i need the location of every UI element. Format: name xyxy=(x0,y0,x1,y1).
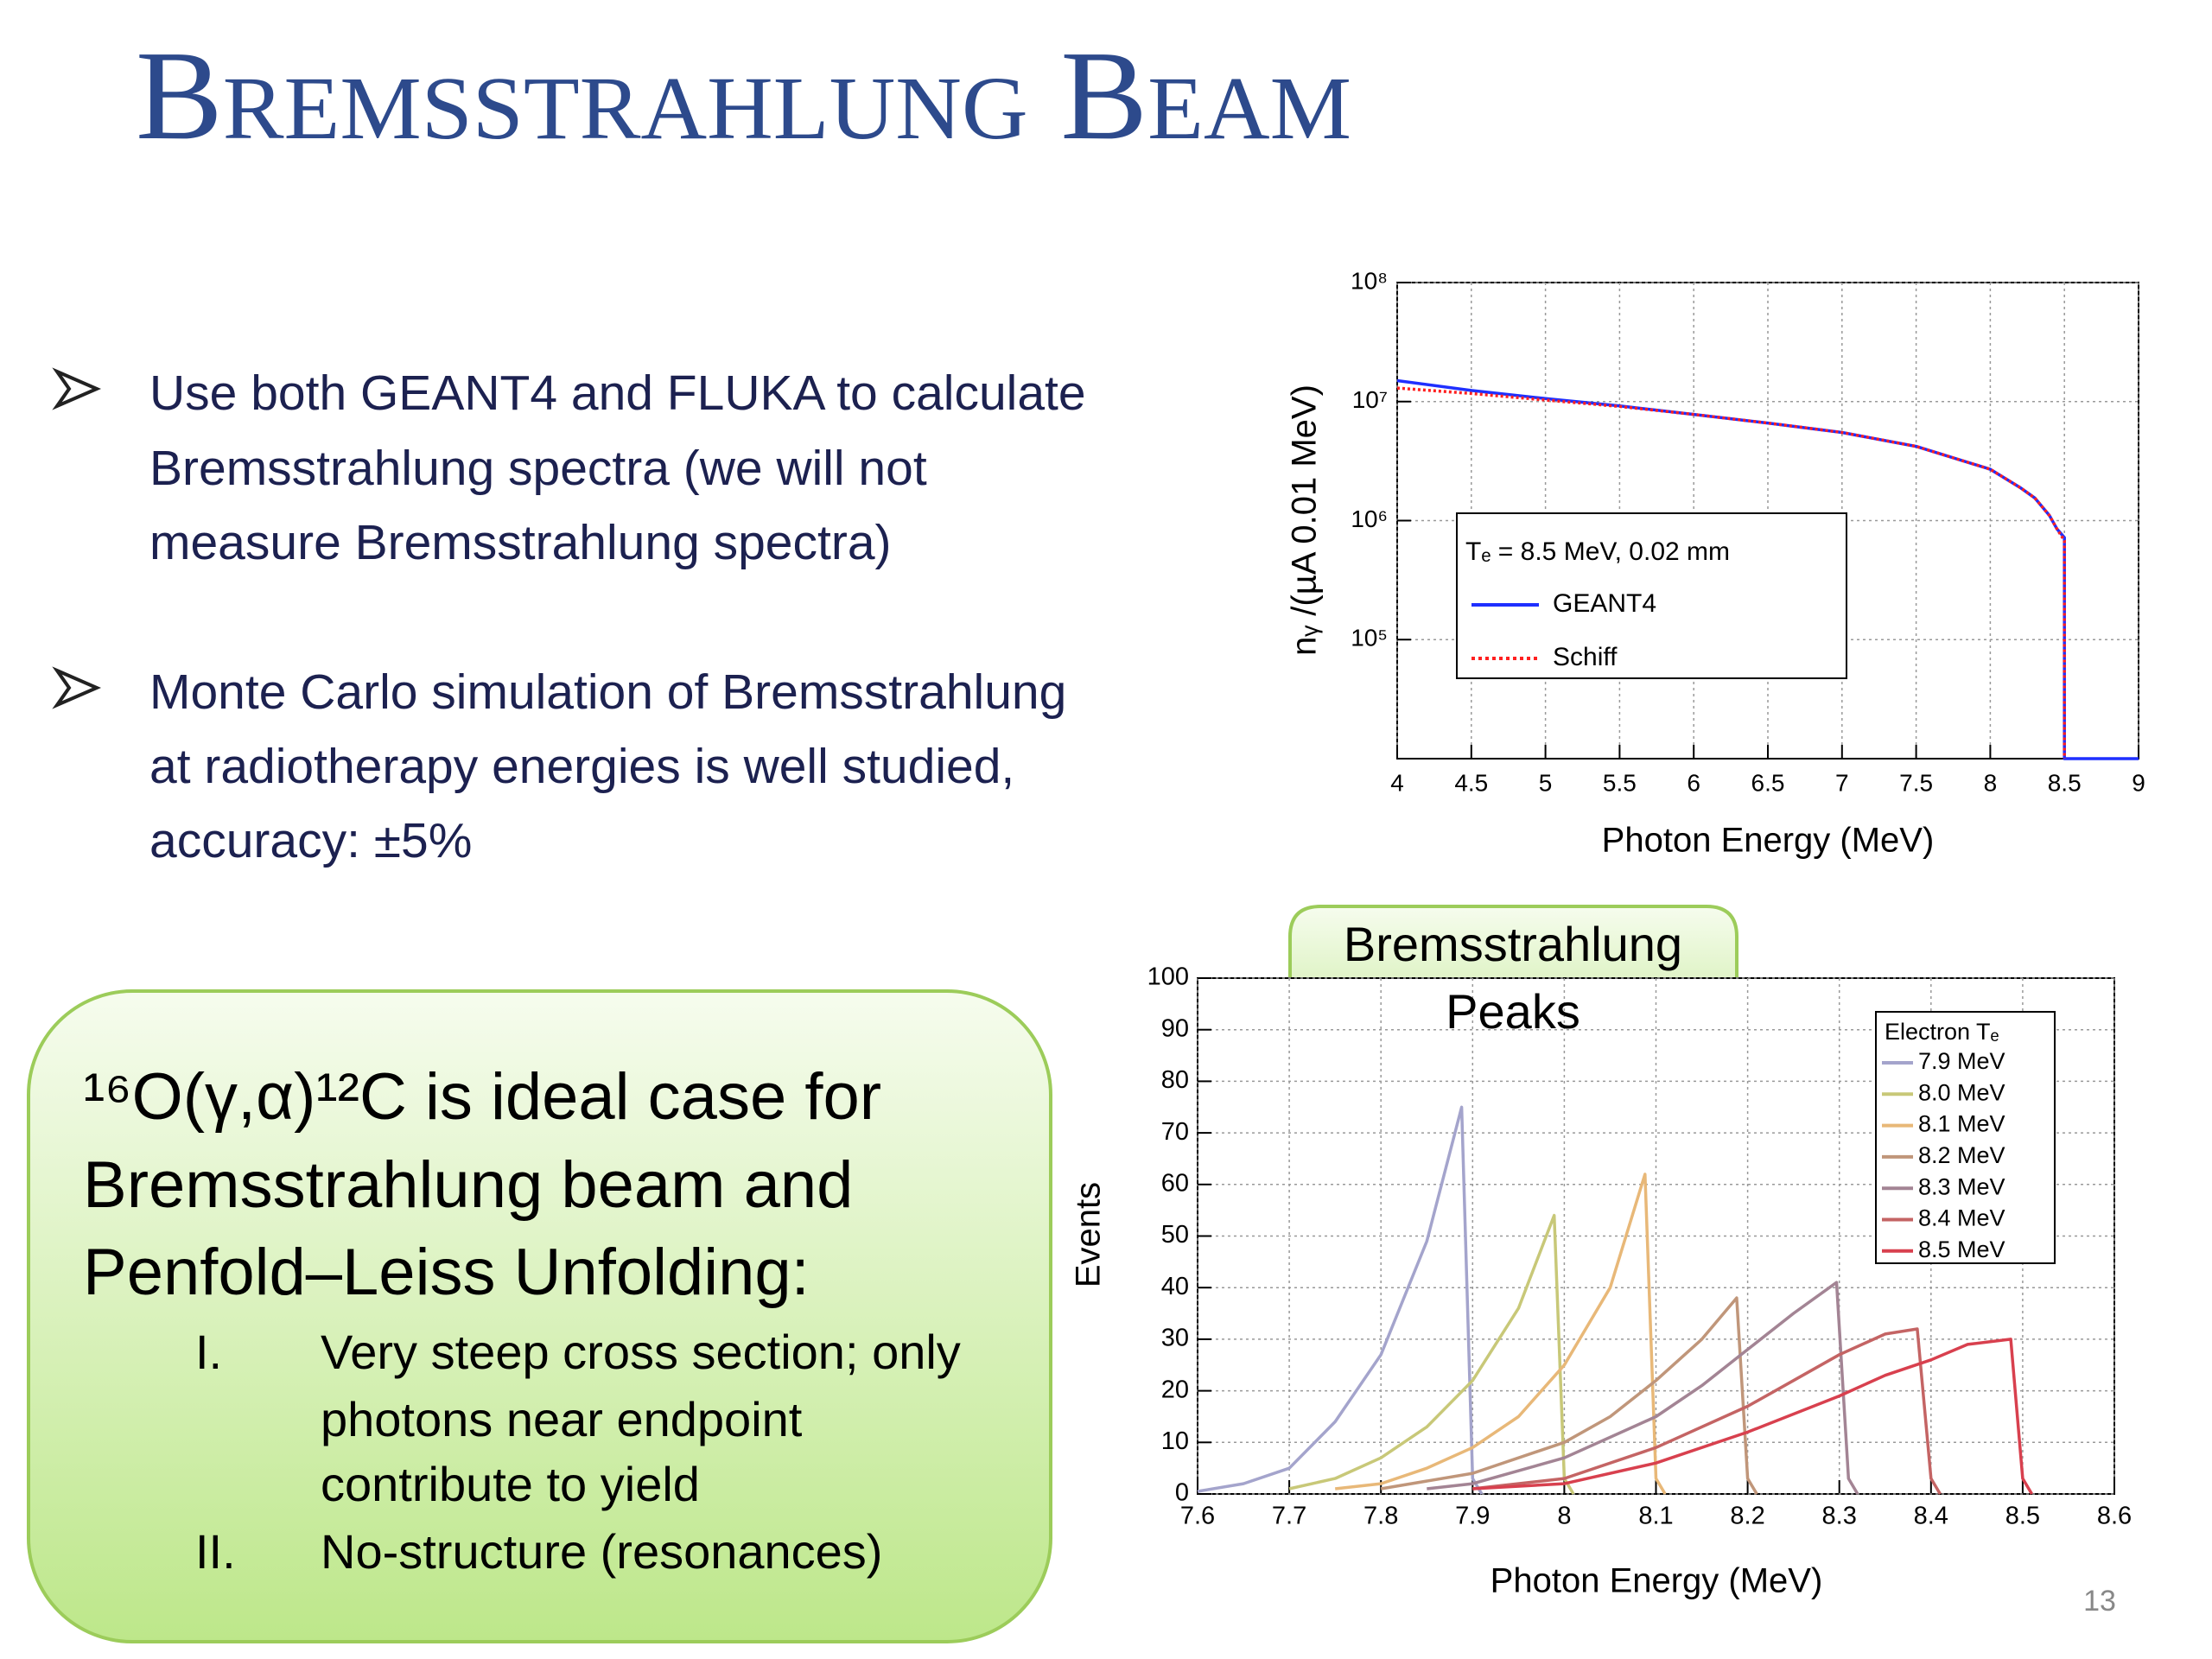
y-tick-label: 10⁵ xyxy=(1351,625,1388,652)
x-tick-label: 8.4 xyxy=(1914,1503,1948,1530)
box-text: Bremsstrahlung beam and xyxy=(83,1148,853,1222)
x-tick-label: 7.9 xyxy=(1455,1503,1490,1530)
y-tick-label: 0 xyxy=(1175,1479,1189,1507)
item-text: No-structure (resonances) xyxy=(321,1524,882,1579)
box-text: ¹⁶O(γ,α)¹²C is ideal case for xyxy=(83,1060,881,1134)
slide-title: Bremsstrahlung Beam xyxy=(136,25,1351,167)
x-tick-label: 6.5 xyxy=(1751,769,1785,796)
y-tick-label: 30 xyxy=(1161,1325,1189,1352)
x-tick-label: 5 xyxy=(1539,769,1553,796)
x-tick-label: 8.6 xyxy=(2097,1503,2132,1530)
y-axis-label: nᵧ /(µA 0.01 MeV) xyxy=(1286,385,1324,656)
item-text: photons near endpoint xyxy=(321,1392,803,1446)
legend-label: GEANT4 xyxy=(1553,589,1656,618)
legend-box xyxy=(1456,512,1847,679)
bullet-text: measure Bremsstrahlung spectra) xyxy=(149,515,892,570)
x-tick-label: 8 xyxy=(1984,769,1998,796)
x-tick-label: 5.5 xyxy=(1603,769,1637,796)
legend-label: 8.2 MeV xyxy=(1918,1142,2005,1168)
x-tick-label: 7.6 xyxy=(1180,1503,1215,1530)
y-tick-label: 10⁶ xyxy=(1351,505,1388,532)
legend-label: 7.9 MeV xyxy=(1918,1048,2005,1074)
bullet-text: Use both GEANT4 and FLUKA to calculate xyxy=(149,365,1086,421)
series-line xyxy=(1197,1105,1484,1495)
y-tick-label: 80 xyxy=(1161,1066,1189,1094)
x-axis-label: Photon Energy (MeV) xyxy=(1491,1562,1823,1600)
x-tick-label: 7.5 xyxy=(1899,769,1933,796)
legend-label: 8.4 MeV xyxy=(1918,1205,2005,1231)
x-tick-label: 4 xyxy=(1390,769,1404,796)
item-numeral: I. xyxy=(195,1325,222,1379)
x-tick-label: 7 xyxy=(1835,769,1849,796)
x-tick-label: 7.8 xyxy=(1363,1503,1398,1530)
legend-title: Electron Tₑ xyxy=(1885,1019,1999,1045)
y-tick-label: 100 xyxy=(1147,963,1189,991)
x-tick-label: 8.5 xyxy=(2005,1503,2040,1530)
item-text: contribute to yield xyxy=(321,1457,700,1511)
x-tick-label: 7.7 xyxy=(1272,1503,1306,1530)
bullet-text: at radiotherapy energies is well studied… xyxy=(149,739,1014,794)
annotation: Peaks xyxy=(1446,984,1580,1039)
series-line xyxy=(1380,1296,1758,1495)
bullet-arrow xyxy=(52,666,102,709)
annotation: Bremsstrahlung xyxy=(1344,917,1682,971)
series-line xyxy=(1335,1173,1667,1495)
x-tick-label: 8.1 xyxy=(1638,1503,1673,1530)
x-tick-label: 8.3 xyxy=(1822,1503,1857,1530)
series-line xyxy=(1472,1327,1942,1495)
y-tick-label: 70 xyxy=(1161,1118,1189,1146)
x-tick-label: 4.5 xyxy=(1454,769,1488,796)
bullet-text: Monte Carlo simulation of Bremsstrahlung xyxy=(149,664,1066,720)
x-axis-label: Photon Energy (MeV) xyxy=(1602,822,1935,860)
legend-label: 8.1 MeV xyxy=(1918,1111,2005,1137)
legend-label: 8.0 MeV xyxy=(1918,1079,2005,1105)
bullet-arrow xyxy=(52,367,102,410)
y-tick-label: 10 xyxy=(1161,1427,1189,1455)
box-text: Penfold–Leiss Unfolding: xyxy=(83,1236,810,1309)
legend-label: 8.3 MeV xyxy=(1918,1173,2005,1199)
y-tick-label: 60 xyxy=(1161,1169,1189,1197)
legend-label: 8.5 MeV xyxy=(1918,1236,2005,1262)
item-numeral: II. xyxy=(195,1524,236,1579)
series-line xyxy=(1288,1213,1575,1495)
x-tick-label: 8.2 xyxy=(1730,1503,1764,1530)
series-line xyxy=(1472,1338,2034,1495)
y-tick-label: 10⁸ xyxy=(1351,267,1388,294)
y-axis-label: Events xyxy=(1070,1182,1108,1287)
y-tick-label: 10⁷ xyxy=(1352,386,1388,413)
series-line xyxy=(1396,386,2066,759)
bullet-text: accuracy: ±5% xyxy=(149,813,472,868)
y-tick-label: 50 xyxy=(1161,1221,1189,1249)
legend-title: Tₑ = 8.5 MeV, 0.02 mm xyxy=(1465,537,1730,566)
bullet-text: Bremsstrahlung spectra (we will not xyxy=(149,441,927,496)
y-tick-label: 40 xyxy=(1161,1273,1189,1300)
legend-label: Schiff xyxy=(1553,643,1618,671)
page-number: 13 xyxy=(2083,1585,2116,1618)
highlight-box xyxy=(27,989,1052,1643)
x-tick-label: 6 xyxy=(1687,769,1700,796)
item-text: Very steep cross section; only xyxy=(321,1325,961,1379)
y-tick-label: 90 xyxy=(1161,1014,1189,1042)
x-tick-label: 8 xyxy=(1557,1503,1571,1530)
series-line xyxy=(1427,1281,1859,1495)
y-tick-label: 20 xyxy=(1161,1376,1189,1403)
x-tick-label: 8.5 xyxy=(2048,769,2082,796)
x-tick-label: 9 xyxy=(2132,769,2145,796)
